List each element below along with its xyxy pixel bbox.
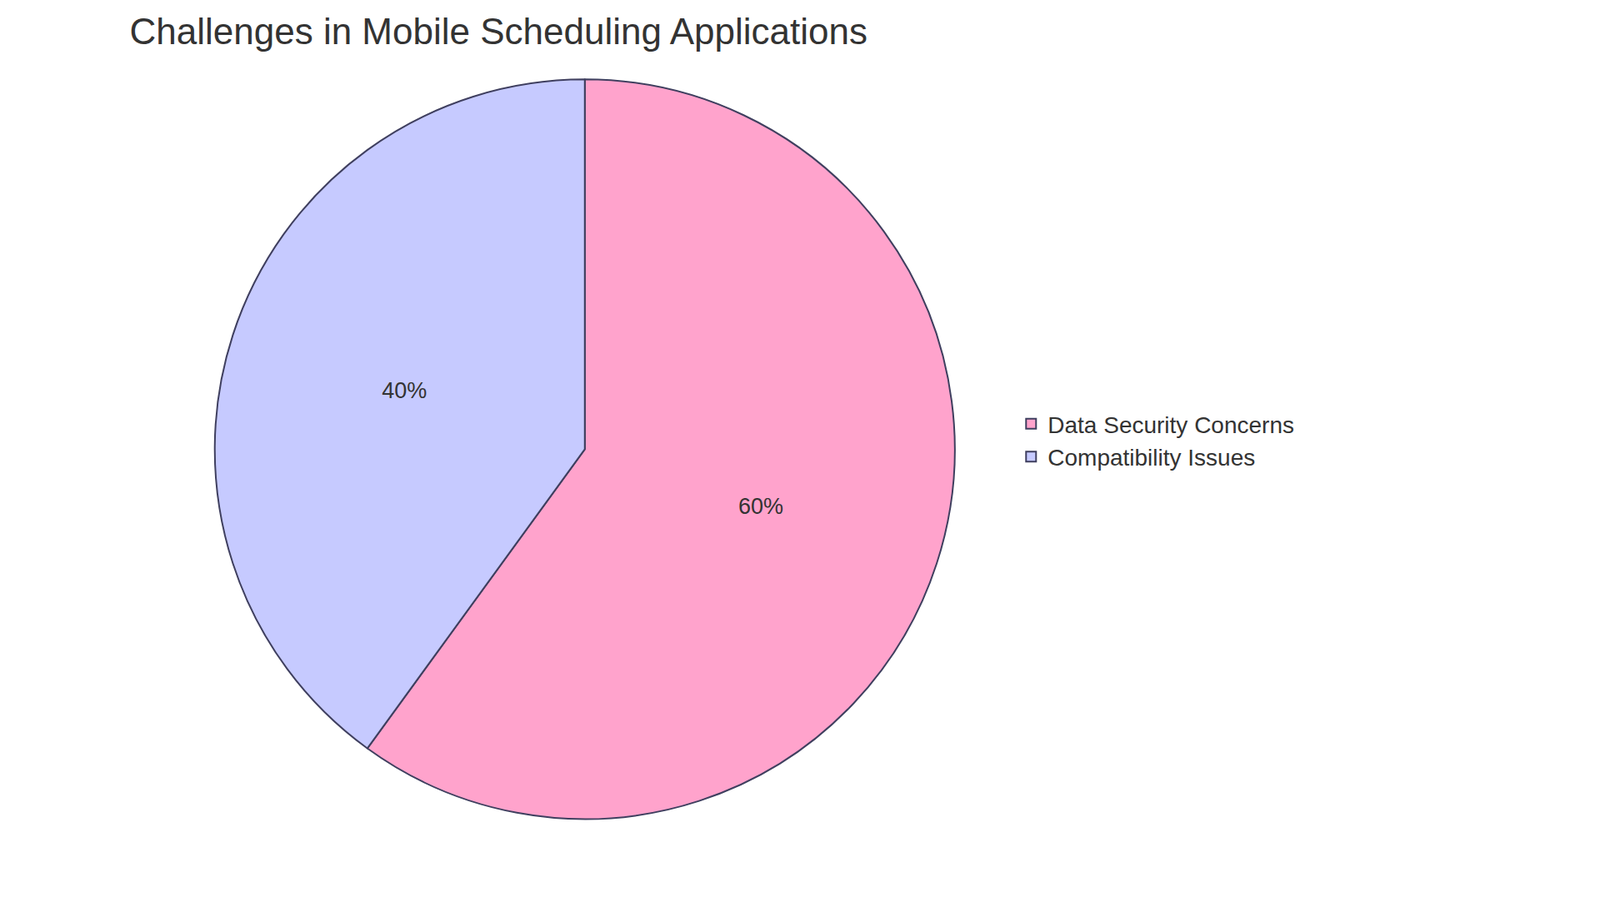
svg-text:40%: 40% [381,378,427,404]
svg-text:60%: 60% [738,494,784,520]
svg-text:Compatibility Issues: Compatibility Issues [1047,445,1255,471]
svg-text:Data Security Concerns: Data Security Concerns [1047,412,1295,439]
svg-text:Challenges in Mobile Schedulin: Challenges in Mobile Scheduling Applicat… [130,10,868,52]
